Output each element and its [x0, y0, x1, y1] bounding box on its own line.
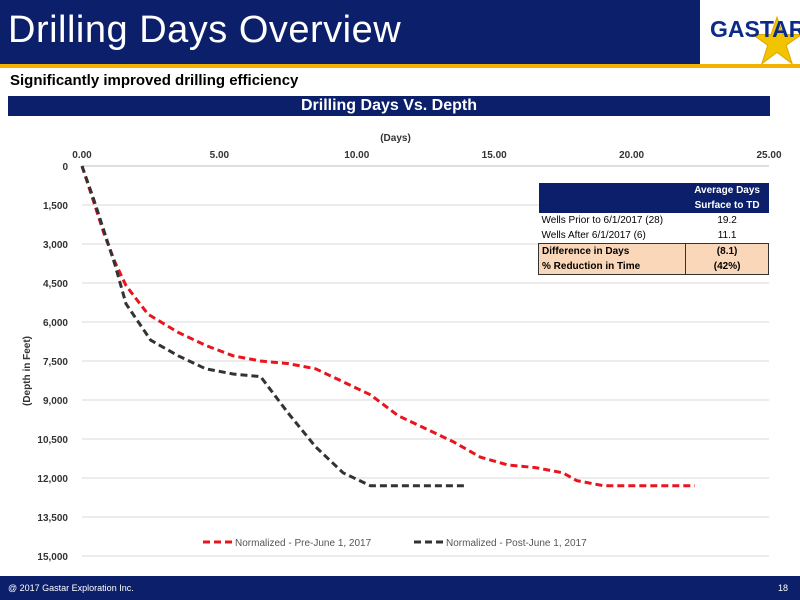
company-logo: GASTAR: [704, 2, 800, 68]
page-number: 18: [777, 583, 788, 593]
page-title: Drilling Days Overview: [8, 9, 402, 51]
table-header-row: Average Days: [538, 183, 769, 198]
y-axis-title: (Depth in Feet): [22, 336, 33, 406]
x-tick-label: 10.00: [344, 150, 369, 161]
drilling-days-chart: 0 1,500 3,000 4,500 6,000 7,500 9,000 10,500 12,…: [22, 133, 782, 563]
table-summary-row: % Reduction in Time (42%): [537, 259, 769, 275]
table-header-row: Surface to TD: [538, 198, 769, 213]
y-tick-label: 6,000: [43, 318, 68, 329]
table-row: Wells After 6/1/2017 (6) 11.1: [539, 228, 769, 244]
table-row: Wells Prior to 6/1/2017 (28) 19.2: [539, 213, 769, 228]
series-line-post-june: [80, 165, 464, 488]
table-header-line1: Average Days: [685, 183, 769, 198]
x-tick-label: 25.00: [756, 150, 781, 161]
table-header-blank: [538, 183, 686, 198]
star-icon: [751, 15, 800, 66]
axes: 0 1,500 3,000 4,500 6,000 7,500 9,000 10,500 12,…: [22, 133, 782, 563]
y-tick-label: 7,500: [43, 357, 68, 368]
table-row-value: 19.2: [717, 215, 737, 226]
y-tick-label: 9,000: [43, 396, 68, 407]
legend: Normalized - Pre-June 1, 2017 Normalized …: [203, 538, 587, 549]
y-tick-label: 15,000: [37, 552, 68, 563]
chart-title-bar: Drilling Days Vs. Depth: [8, 96, 770, 116]
legend-label: Normalized - Pre-June 1, 2017: [235, 538, 372, 549]
y-tick-label: 3,000: [43, 240, 68, 251]
header-bar: Drilling Days Overview: [0, 0, 700, 64]
grid-lines: [82, 204, 769, 557]
table-row-label: Wells Prior to 6/1/2017 (28): [541, 215, 664, 226]
x-tick-label: 0.00: [72, 150, 92, 161]
average-days-table: Average Days Surface to TD Wells Prior t…: [537, 183, 769, 275]
table-header-line2: Surface to TD: [685, 198, 769, 213]
x-tick-label: 20.00: [619, 150, 644, 161]
x-axis-title: (Days): [380, 133, 411, 144]
series-line-pre-june: [80, 165, 695, 488]
y-tick-label: 13,500: [37, 513, 68, 524]
x-tick-label: 15.00: [482, 150, 507, 161]
table-header-blank: [538, 198, 686, 213]
table-row-label: Wells After 6/1/2017 (6): [541, 230, 646, 241]
y-tick-label: 1,500: [43, 201, 68, 212]
footer-bar: @ 2017 Gastar Exploration Inc. 18: [0, 576, 800, 600]
y-tick-label: 12,000: [37, 474, 68, 485]
legend-label: Normalized - Post-June 1, 2017: [446, 538, 587, 549]
table-row-value: 11.1: [717, 230, 737, 241]
header-accent-line: [0, 64, 800, 68]
table-summary-value: (42%): [685, 259, 769, 275]
series-lines: [80, 165, 695, 488]
y-tick-label: 0: [62, 162, 68, 173]
y-tick-label: 10,500: [37, 435, 68, 446]
table-summary-label: Difference in Days: [537, 243, 687, 259]
table-summary-label: % Reduction in Time: [537, 259, 687, 275]
x-tick-label: 5.00: [210, 150, 230, 161]
footer-copyright: @ 2017 Gastar Exploration Inc.: [8, 583, 134, 593]
logo-text: GASTAR: [710, 16, 800, 42]
table-summary-value: (8.1): [685, 243, 769, 259]
table-summary-row: Difference in Days (8.1): [537, 243, 769, 259]
chart-title: Drilling Days Vs. Depth: [300, 97, 478, 114]
y-tick-label: 4,500: [43, 279, 68, 290]
slide-subtitle: Significantly improved drilling efficien…: [10, 72, 299, 89]
